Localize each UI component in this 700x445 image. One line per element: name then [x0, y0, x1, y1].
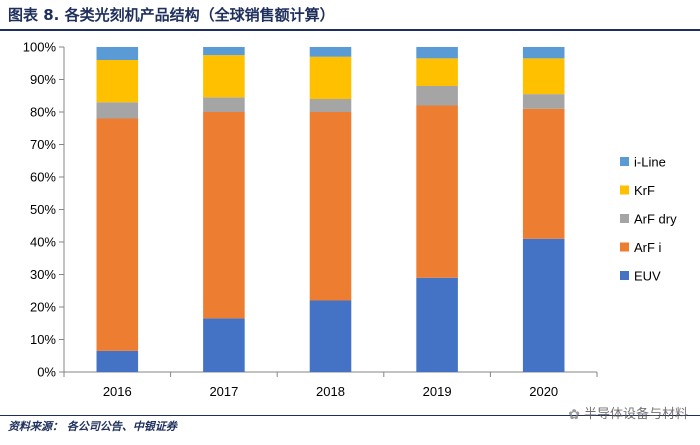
bar-segment-i-line-2016: [96, 47, 139, 60]
y-tick-label: 100%: [23, 40, 57, 55]
legend-swatch: [620, 157, 629, 166]
legend-label: i-Line: [634, 155, 666, 170]
legend-label: EUV: [634, 269, 661, 284]
bar-segment-arf-dry-2020: [522, 94, 565, 109]
bar-segment-euv-2017: [203, 318, 245, 372]
x-tick-label: 2017: [209, 384, 238, 399]
title-divider: [0, 29, 700, 31]
bar-segment-krf-2018: [309, 56, 352, 99]
y-tick-label: 10%: [30, 332, 56, 347]
footer-divider: [0, 415, 700, 416]
bar-segment-euv-2018: [309, 300, 352, 372]
watermark: ✿ 半导体设备与材料: [568, 405, 688, 425]
legend-swatch: [620, 185, 629, 195]
wechat-icon: ✿: [568, 407, 580, 423]
bars: [96, 47, 565, 372]
stacked-bar-chart: 0%10%20%30%40%50%60%70%80%90%100% 2016 20…: [23, 40, 677, 400]
y-axis: 0% 10% 20% 30% 40% 50% 60% 70% 80% 90% 100%: [23, 40, 65, 380]
watermark-text: 半导体设备与材料: [583, 407, 688, 422]
bar-segment-arf-dry-2016: [96, 102, 139, 119]
bar-segment-arf-dry-2018: [309, 99, 352, 112]
bar-segment-arf-i-2019: [416, 105, 458, 278]
x-axis: 2016 2017 2018 2019 2020: [63, 371, 598, 399]
bar-segment-krf-2020: [522, 58, 565, 95]
bar-segment-i-line-2020: [522, 47, 565, 59]
bar-segment-krf-2019: [416, 58, 458, 86]
y-tick-label: 0%: [37, 365, 56, 380]
bar-segment-arf-i-2020: [522, 108, 565, 239]
legend-swatch: [620, 271, 629, 280]
y-tick-label: 20%: [30, 300, 56, 315]
bar-segment-i-line-2019: [416, 47, 458, 59]
bar-segment-i-line-2017: [203, 47, 245, 56]
y-tick-label: 80%: [30, 105, 56, 120]
bar-segment-i-line-2018: [309, 47, 352, 57]
y-tick-label: 70%: [30, 137, 56, 152]
y-tick-label: 30%: [30, 267, 56, 282]
x-tick-label: 2019: [423, 384, 452, 399]
chart-title: 图表 8. 各类光刻机产品结构（全球销售额计算）: [8, 6, 335, 24]
legend-swatch: [620, 242, 629, 252]
source-note: 资料来源： 各公司公告、中银证券: [8, 420, 177, 433]
legend: i-Line KrF ArF dry ArF i EUV: [620, 155, 677, 284]
y-tick-label: 50%: [30, 202, 56, 217]
x-tick-label: 2018: [316, 384, 345, 399]
legend-swatch: [620, 214, 629, 223]
bar-segment-arf-i-2016: [96, 118, 139, 351]
bar-segment-arf-i-2017: [203, 112, 245, 319]
legend-label: KrF: [634, 183, 655, 198]
bar-segment-arf-dry-2019: [416, 86, 458, 106]
bar-segment-euv-2016: [96, 350, 139, 372]
bar-segment-euv-2020: [522, 238, 565, 372]
bar-segment-krf-2016: [96, 60, 139, 103]
bar-segment-euv-2019: [416, 277, 458, 372]
bar-segment-krf-2017: [203, 55, 245, 98]
y-tick-label: 60%: [30, 170, 56, 185]
x-tick-label: 2016: [103, 384, 132, 399]
bar-segment-arf-i-2018: [309, 112, 352, 301]
legend-label: ArF i: [634, 240, 662, 255]
bar-segment-arf-dry-2017: [203, 97, 245, 112]
y-tick-label: 40%: [30, 235, 56, 250]
y-tick-label: 90%: [30, 72, 56, 87]
x-tick-label: 2020: [529, 384, 558, 399]
legend-label: ArF dry: [634, 212, 677, 227]
